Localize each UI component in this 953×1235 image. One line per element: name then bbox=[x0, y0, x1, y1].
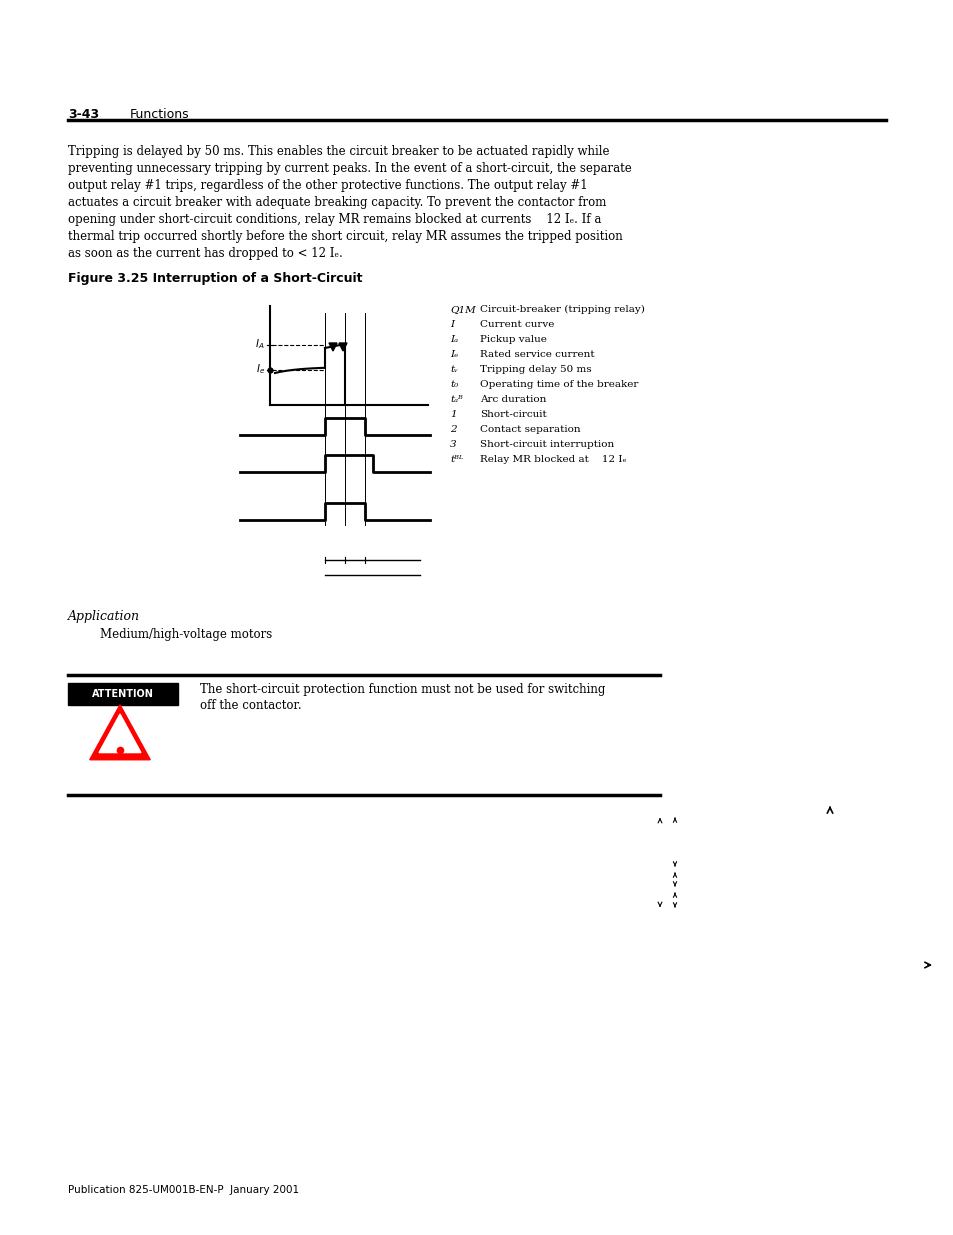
Polygon shape bbox=[99, 714, 141, 752]
Text: Rated service current: Rated service current bbox=[479, 350, 594, 359]
Text: Publication 825-UM001B-EN-P  January 2001: Publication 825-UM001B-EN-P January 2001 bbox=[68, 1186, 299, 1195]
Text: Tripping delay 50 ms: Tripping delay 50 ms bbox=[479, 366, 591, 374]
Text: Circuit-breaker (tripping relay): Circuit-breaker (tripping relay) bbox=[479, 305, 644, 314]
Text: Contact separation: Contact separation bbox=[479, 425, 580, 433]
Polygon shape bbox=[338, 343, 347, 351]
Text: t₀: t₀ bbox=[450, 380, 457, 389]
Text: $I_e$: $I_e$ bbox=[255, 362, 265, 375]
Text: ATTENTION: ATTENTION bbox=[92, 689, 153, 699]
Text: Iₐ: Iₐ bbox=[450, 335, 457, 345]
Text: as soon as the current has dropped to < 12 Iₑ.: as soon as the current has dropped to < … bbox=[68, 247, 342, 261]
Text: Relay MR blocked at    12 Iₑ: Relay MR blocked at 12 Iₑ bbox=[479, 454, 626, 464]
Text: 3: 3 bbox=[450, 440, 456, 450]
Text: tᴮᴸ: tᴮᴸ bbox=[450, 454, 463, 464]
Text: $I_A$: $I_A$ bbox=[255, 337, 265, 351]
Text: tᵥ: tᵥ bbox=[450, 366, 457, 374]
Text: output relay #1 trips, regardless of the other protective functions. The output : output relay #1 trips, regardless of the… bbox=[68, 179, 587, 191]
Text: I: I bbox=[450, 320, 454, 329]
Text: Q1M: Q1M bbox=[450, 305, 476, 314]
Text: Functions: Functions bbox=[130, 107, 190, 121]
Text: Figure 3.25 Interruption of a Short-Circuit: Figure 3.25 Interruption of a Short-Circ… bbox=[68, 272, 362, 285]
Text: Operating time of the breaker: Operating time of the breaker bbox=[479, 380, 638, 389]
Text: Tripping is delayed by 50 ms. This enables the circuit breaker to be actuated ra: Tripping is delayed by 50 ms. This enabl… bbox=[68, 144, 609, 158]
Text: The short-circuit protection function must not be used for switching: The short-circuit protection function mu… bbox=[200, 683, 605, 697]
Text: Short-circuit: Short-circuit bbox=[479, 410, 546, 419]
Text: opening under short-circuit conditions, relay MR remains blocked at currents    : opening under short-circuit conditions, … bbox=[68, 212, 600, 226]
Text: Application: Application bbox=[68, 610, 140, 622]
Text: 2: 2 bbox=[450, 425, 456, 433]
Text: off the contactor.: off the contactor. bbox=[200, 699, 301, 713]
Text: 1: 1 bbox=[450, 410, 456, 419]
Text: Short-circuit interruption: Short-circuit interruption bbox=[479, 440, 614, 450]
Polygon shape bbox=[90, 705, 150, 760]
Text: Medium/high-voltage motors: Medium/high-voltage motors bbox=[100, 629, 272, 641]
Text: thermal trip occurred shortly before the short circuit, relay MR assumes the tri: thermal trip occurred shortly before the… bbox=[68, 230, 622, 243]
Text: actuates a circuit breaker with adequate breaking capacity. To prevent the conta: actuates a circuit breaker with adequate… bbox=[68, 196, 606, 209]
Text: Pickup value: Pickup value bbox=[479, 335, 546, 345]
FancyBboxPatch shape bbox=[68, 683, 178, 705]
Text: Current curve: Current curve bbox=[479, 320, 554, 329]
Text: Arc duration: Arc duration bbox=[479, 395, 546, 404]
Text: tₐᴮ: tₐᴮ bbox=[450, 395, 462, 404]
Text: preventing unnecessary tripping by current peaks. In the event of a short-circui: preventing unnecessary tripping by curre… bbox=[68, 162, 631, 175]
Text: 3-43: 3-43 bbox=[68, 107, 99, 121]
Polygon shape bbox=[329, 343, 336, 351]
Text: Iₑ: Iₑ bbox=[450, 350, 457, 359]
